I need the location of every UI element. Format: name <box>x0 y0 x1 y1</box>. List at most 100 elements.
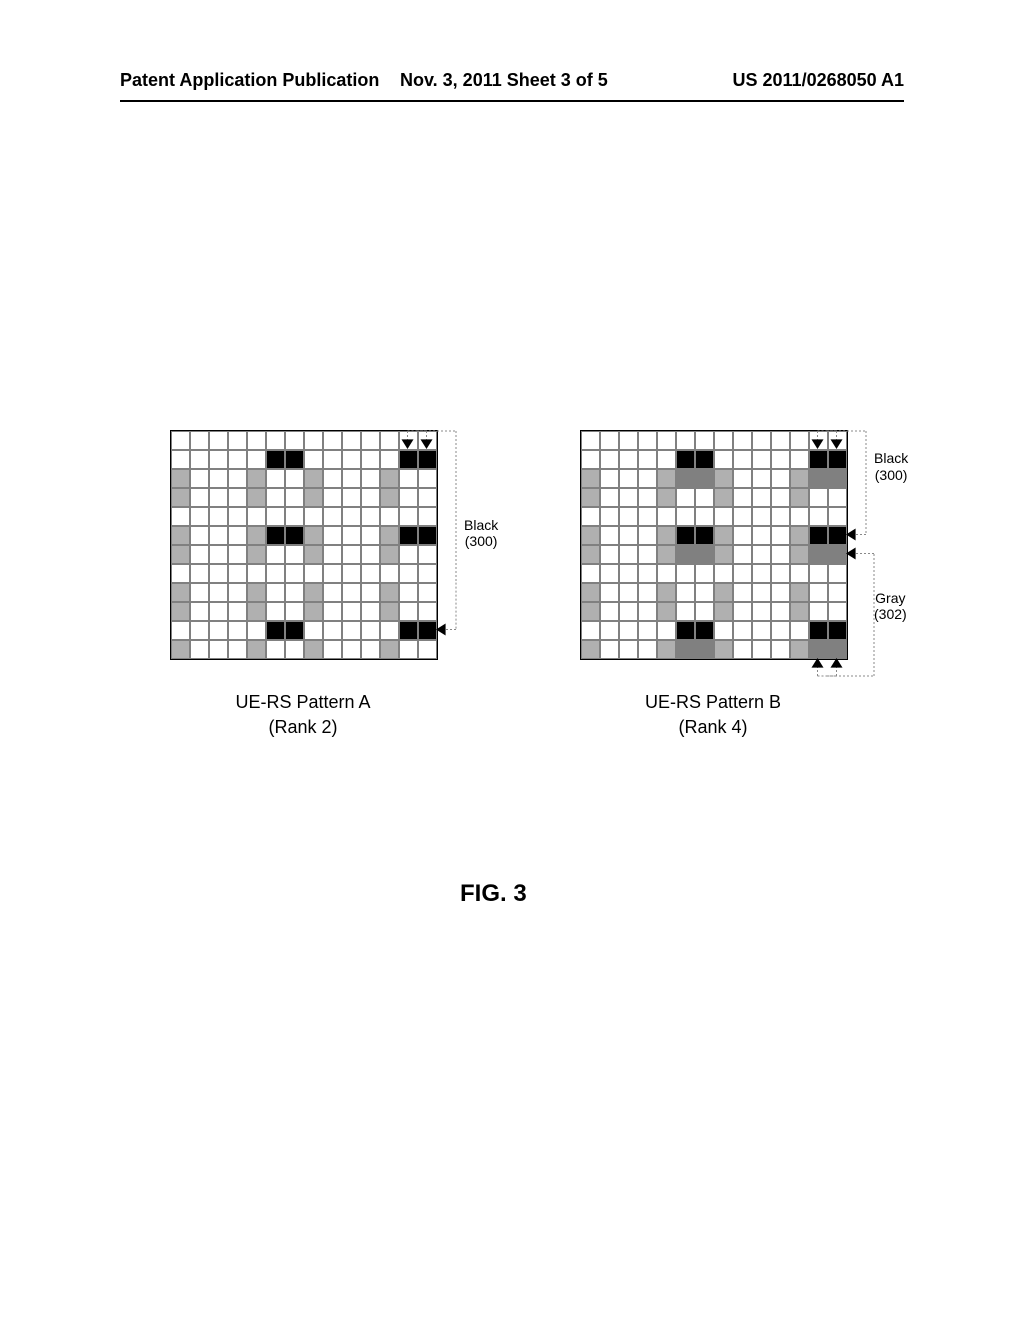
grid-cell <box>695 545 714 564</box>
grid-cell <box>809 640 828 659</box>
grid-cell <box>657 602 676 621</box>
grid-cell <box>209 488 228 507</box>
grid-cell <box>790 431 809 450</box>
grid-cell <box>285 450 304 469</box>
grid-cell <box>418 545 437 564</box>
grid-cell <box>361 545 380 564</box>
grid-cell <box>190 526 209 545</box>
grid-cell <box>228 507 247 526</box>
grid-cell <box>657 640 676 659</box>
grid-cell <box>266 431 285 450</box>
grid-cell <box>733 488 752 507</box>
grid-cell <box>247 583 266 602</box>
grid-cell <box>361 621 380 640</box>
grid-cell <box>361 507 380 526</box>
grid-cell <box>209 526 228 545</box>
grid-cell <box>771 602 790 621</box>
grid-cell <box>323 431 342 450</box>
grid-cell <box>304 564 323 583</box>
grid-cell <box>619 431 638 450</box>
grid-cell <box>714 431 733 450</box>
grid-cell <box>399 526 418 545</box>
grid-cell <box>285 583 304 602</box>
grid-cell <box>619 526 638 545</box>
grid-cell <box>752 469 771 488</box>
grid-cell <box>361 488 380 507</box>
grid-cell <box>600 621 619 640</box>
grid-cell <box>399 621 418 640</box>
grid-cell <box>752 583 771 602</box>
grid-cell <box>171 450 190 469</box>
grid-cell <box>190 545 209 564</box>
grid-cell <box>638 469 657 488</box>
grid-cell <box>266 450 285 469</box>
pattern-a-black-label: Black(300) <box>464 517 498 551</box>
grid-cell <box>828 450 847 469</box>
grid-cell <box>638 507 657 526</box>
grid-cell <box>323 526 342 545</box>
grid-cell <box>809 564 828 583</box>
grid-cell <box>418 488 437 507</box>
grid-cell <box>695 488 714 507</box>
black-label-text-b: Black(300) <box>874 450 908 483</box>
grid-cell <box>676 602 695 621</box>
grid-cell <box>676 621 695 640</box>
grid-cell <box>247 450 266 469</box>
grid-cell <box>638 545 657 564</box>
grid-cell <box>714 469 733 488</box>
grid-cell <box>399 469 418 488</box>
grid-cell <box>304 583 323 602</box>
grid-cell <box>399 507 418 526</box>
grid-cell <box>695 621 714 640</box>
grid-cell <box>418 431 437 450</box>
grid-cell <box>304 545 323 564</box>
grid-cell <box>342 469 361 488</box>
grid-cell <box>638 450 657 469</box>
grid-cell <box>714 621 733 640</box>
grid-cell <box>380 469 399 488</box>
black-label-text: Black(300) <box>464 517 498 550</box>
grid-cell <box>304 431 323 450</box>
grid-cell <box>638 431 657 450</box>
grid-cell <box>771 564 790 583</box>
grid-cell <box>171 621 190 640</box>
grid-cell <box>171 583 190 602</box>
grid-cell <box>809 583 828 602</box>
grid-cell <box>266 507 285 526</box>
grid-cell <box>771 621 790 640</box>
grid-cell <box>828 545 847 564</box>
grid-cell <box>190 507 209 526</box>
grid-cell <box>676 564 695 583</box>
grid-cell <box>581 583 600 602</box>
grid-cell <box>190 431 209 450</box>
grid-cell <box>790 602 809 621</box>
figure-label: FIG. 3 <box>460 880 527 908</box>
caption-b-line1: UE-RS Pattern B <box>580 690 846 715</box>
grid-cell <box>209 469 228 488</box>
grid-cell <box>171 602 190 621</box>
grid-cell <box>676 469 695 488</box>
grid-cell <box>771 526 790 545</box>
grid-cell <box>771 640 790 659</box>
caption-a-line1: UE-RS Pattern A <box>170 690 436 715</box>
grid-cell <box>619 450 638 469</box>
grid-cell <box>695 431 714 450</box>
grid-cell <box>619 640 638 659</box>
grid-cell <box>828 602 847 621</box>
grid-cell <box>285 640 304 659</box>
grid-cell <box>171 526 190 545</box>
grid-cell <box>752 640 771 659</box>
grid-cell <box>171 469 190 488</box>
grid-cell <box>809 545 828 564</box>
grid-cell <box>209 450 228 469</box>
grid-cell <box>228 469 247 488</box>
grid-cell <box>418 583 437 602</box>
grid-cell <box>695 583 714 602</box>
grid-cell <box>304 488 323 507</box>
grid-cell <box>418 621 437 640</box>
grid-cell <box>676 488 695 507</box>
grid-cell <box>790 621 809 640</box>
grid-cell <box>361 526 380 545</box>
grid-cell <box>581 469 600 488</box>
grid-cell <box>600 526 619 545</box>
